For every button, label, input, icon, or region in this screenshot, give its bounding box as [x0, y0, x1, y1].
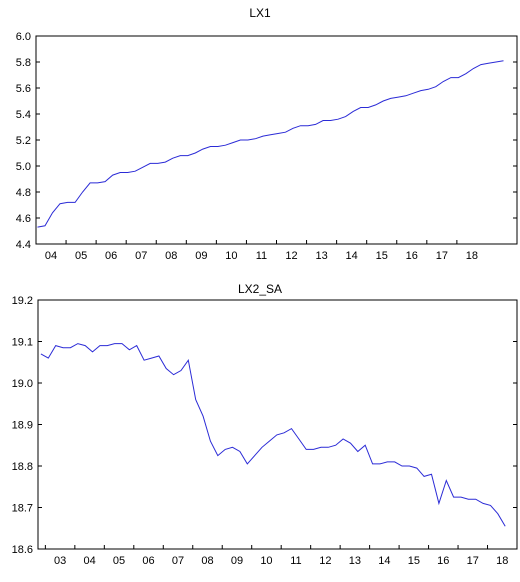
x-tick-label: 09 — [195, 250, 207, 262]
y-tick-label: 4.8 — [16, 187, 31, 199]
x-tick-label: 15 — [376, 250, 388, 262]
series-line — [37, 60, 504, 228]
y-tick-label: 18.6 — [12, 544, 33, 556]
x-tick-label: 10 — [260, 555, 272, 567]
x-tick-label: 18 — [466, 250, 478, 262]
x-tick-label: 11 — [290, 555, 301, 567]
y-tick-label: 5.8 — [16, 57, 31, 69]
x-tick-label: 05 — [75, 250, 87, 262]
plot-frame — [37, 299, 518, 550]
x-tick-label: 03 — [54, 555, 66, 567]
chart-lx1: LX1 4.4 4.6 4.8 5.0 5.2 5.4 5.6 5.8 6.0 04 05 06 07 0… — [0, 0, 520, 272]
x-tick-label: 11 — [256, 250, 267, 262]
x-tick-label: 04 — [83, 555, 95, 567]
series-line — [40, 343, 506, 527]
x-tick-label: 08 — [165, 250, 177, 262]
chart-title: LX1 — [249, 6, 271, 20]
x-tick-label: 16 — [437, 555, 449, 567]
x-tick-label: 14 — [378, 555, 390, 567]
y-tick-label: 19.0 — [12, 378, 33, 390]
x-tick-label: 14 — [346, 250, 358, 262]
x-tick-label: 06 — [105, 250, 117, 262]
y-tick-label: 5.0 — [16, 161, 31, 173]
x-tick-label: 17 — [436, 250, 448, 262]
y-tick-label: 6.0 — [16, 31, 31, 43]
y-tick-label: 18.9 — [12, 420, 33, 432]
x-tick-label: 16 — [406, 250, 418, 262]
x-tick-label: 10 — [225, 250, 237, 262]
x-tick-label: 07 — [135, 250, 147, 262]
chart-plot: 18.6 18.7 18.8 18.9 19.0 19.1 19.2 03 04 05 06 07 08… — [12, 295, 518, 567]
x-tick-label: 15 — [408, 555, 420, 567]
x-tick-label: 08 — [201, 555, 213, 567]
x-tick-label: 18 — [496, 555, 508, 567]
x-tick-label: 12 — [285, 250, 297, 262]
x-tick-label: 12 — [319, 555, 331, 567]
y-tick-label: 5.2 — [16, 135, 31, 147]
y-tick-label: 5.4 — [16, 109, 31, 121]
chart-title: LX2_SA — [237, 282, 283, 296]
y-tick-label: 5.6 — [16, 83, 31, 95]
x-tick-label: 09 — [231, 555, 243, 567]
y-tick-label: 18.7 — [12, 503, 33, 515]
x-tick-label: 13 — [315, 250, 327, 262]
y-tick-label: 19.1 — [12, 337, 33, 349]
y-tick-label: 4.4 — [16, 239, 31, 251]
plot-frame — [35, 35, 518, 245]
chart-plot: 4.4 4.6 4.8 5.0 5.2 5.4 5.6 5.8 6.0 04 05 06 07 08 09 1… — [16, 31, 518, 262]
x-tick-label: 04 — [45, 250, 57, 262]
x-tick-label: 05 — [113, 555, 125, 567]
x-tick-label: 17 — [467, 555, 479, 567]
x-tick-label: 07 — [172, 555, 184, 567]
x-tick-label: 13 — [349, 555, 361, 567]
chart-lx2-sa: LX2_SA 18.6 18.7 18.8 18.9 19.0 19.1 19.2 03 04 0… — [0, 278, 520, 582]
y-tick-label: 18.8 — [12, 461, 33, 473]
y-tick-label: 4.6 — [16, 213, 31, 225]
x-tick-label: 06 — [142, 555, 154, 567]
y-tick-label: 19.2 — [12, 295, 33, 307]
